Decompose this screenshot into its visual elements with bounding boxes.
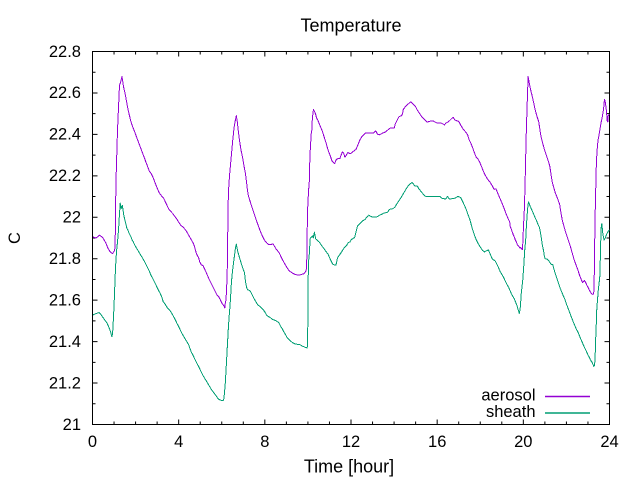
svg-text:Time [hour]: Time [hour] bbox=[304, 457, 394, 477]
svg-text:22.2: 22.2 bbox=[49, 167, 81, 185]
svg-text:0: 0 bbox=[88, 433, 97, 451]
svg-text:8: 8 bbox=[260, 433, 269, 451]
svg-text:22.4: 22.4 bbox=[49, 126, 81, 144]
svg-text:aerosol: aerosol bbox=[481, 387, 535, 405]
svg-text:4: 4 bbox=[174, 433, 183, 451]
svg-text:22: 22 bbox=[63, 209, 81, 227]
svg-text:24: 24 bbox=[600, 433, 618, 451]
svg-text:12: 12 bbox=[342, 433, 360, 451]
svg-text:20: 20 bbox=[514, 433, 532, 451]
svg-text:C: C bbox=[6, 232, 24, 244]
svg-text:16: 16 bbox=[428, 433, 446, 451]
svg-text:21.8: 21.8 bbox=[49, 250, 81, 268]
svg-text:Temperature: Temperature bbox=[300, 15, 401, 35]
svg-text:21.6: 21.6 bbox=[49, 292, 81, 310]
svg-text:21: 21 bbox=[63, 416, 81, 434]
svg-text:21.2: 21.2 bbox=[49, 374, 81, 392]
svg-text:22.6: 22.6 bbox=[49, 84, 81, 102]
svg-text:21.4: 21.4 bbox=[49, 333, 81, 351]
svg-text:22.8: 22.8 bbox=[49, 43, 81, 61]
svg-text:sheath: sheath bbox=[486, 403, 536, 421]
